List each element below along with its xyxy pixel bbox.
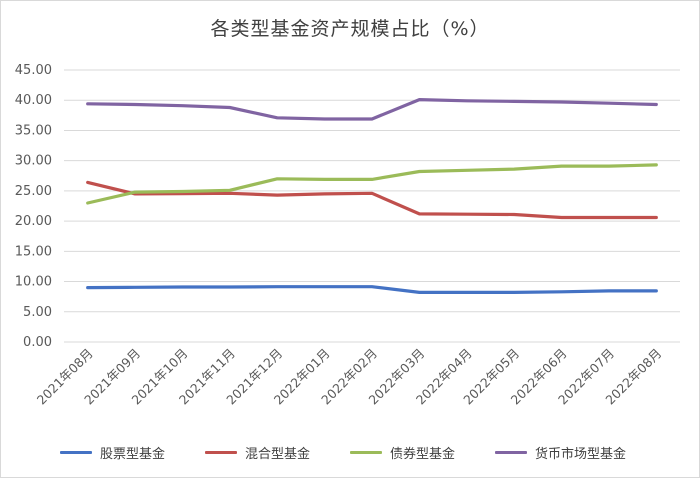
legend-label: 货币市场型基金 bbox=[535, 446, 627, 462]
legend-swatch bbox=[495, 450, 527, 454]
legend-item: 债券型基金 bbox=[350, 440, 455, 464]
y-tick-label: 30.00 bbox=[15, 154, 52, 169]
y-tick-label: 10.00 bbox=[15, 275, 52, 290]
legend-label: 混合型基金 bbox=[245, 446, 311, 462]
legend-swatch bbox=[205, 450, 237, 454]
series-line-2 bbox=[86, 180, 658, 220]
y-tick-label: 35.00 bbox=[15, 123, 52, 138]
legend-item: 货币市场型基金 bbox=[495, 440, 626, 464]
y-tick-label: 15.00 bbox=[15, 244, 52, 259]
legend-swatch bbox=[350, 450, 382, 454]
legend-label: 债券型基金 bbox=[390, 446, 456, 462]
legend-item: 混合型基金 bbox=[205, 440, 310, 464]
y-tick-label: 0.00 bbox=[23, 335, 52, 350]
chart-title: 各类型基金资产规模占比（%） bbox=[210, 18, 490, 40]
legend: 股票型基金 混合型基金 债券型基金 货币市场型基金 bbox=[0, 440, 700, 464]
legend-item: 股票型基金 bbox=[60, 440, 165, 464]
y-tick-label: 40.00 bbox=[15, 93, 52, 108]
series-line-3 bbox=[86, 163, 658, 205]
y-tick-label: 45.00 bbox=[15, 63, 52, 78]
y-tick-label: 5.00 bbox=[23, 305, 52, 320]
series-line-4 bbox=[86, 97, 658, 121]
legend-swatch bbox=[60, 450, 92, 454]
legend-label: 股票型基金 bbox=[100, 446, 166, 462]
y-tick-label: 20.00 bbox=[15, 214, 52, 229]
series-line-1 bbox=[86, 285, 658, 294]
y-tick-label: 25.00 bbox=[15, 184, 52, 199]
